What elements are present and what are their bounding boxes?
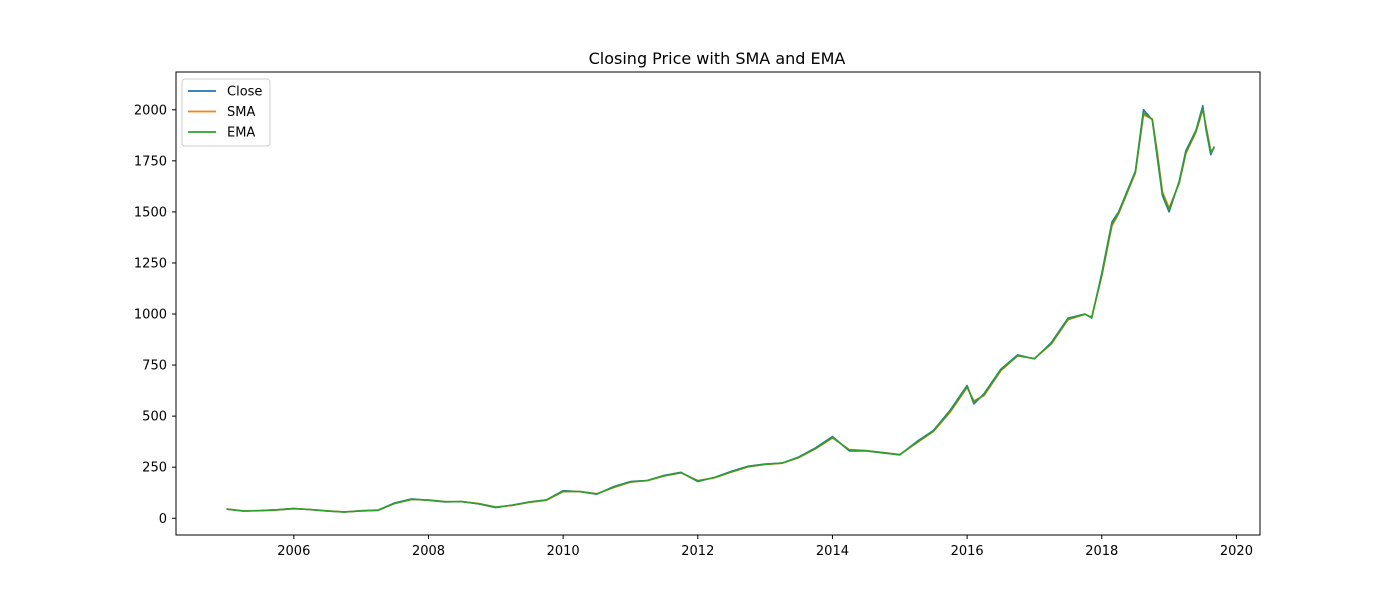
legend-label-sma: SMA (227, 105, 255, 120)
y-tick-label: 1750 (134, 154, 167, 169)
legend-box (181, 78, 271, 147)
x-axis: 2006 2008 2010 2012 2014 2016 2018 2020 (277, 535, 1253, 559)
plot-area (226, 104, 1215, 513)
x-tick-label: 2018 (1085, 544, 1118, 559)
y-tick-label: 500 (142, 410, 167, 425)
axes-frame (175, 71, 1261, 536)
series-line-ema (226, 107, 1215, 513)
x-tick-label: 2006 (277, 544, 310, 559)
y-axis: 0 250 500 750 1000 1250 1500 1750 2000 (134, 103, 176, 527)
chart-title: Closing Price with SMA and EMA (589, 49, 846, 68)
series-line-sma (226, 109, 1215, 513)
x-tick-label: 2014 (816, 544, 849, 559)
x-tick-label: 2008 (412, 544, 445, 559)
series-line-close (226, 104, 1215, 513)
y-tick-label: 1250 (134, 256, 167, 271)
y-tick-label: 1500 (134, 205, 167, 220)
y-tick-label: 2000 (134, 103, 167, 118)
x-tick-label: 2010 (547, 544, 580, 559)
x-tick-label: 2012 (681, 544, 714, 559)
legend-label-close: Close (227, 85, 262, 100)
legend: Close SMA EMA (181, 78, 271, 147)
x-tick-label: 2016 (951, 544, 984, 559)
y-tick-label: 750 (142, 359, 167, 374)
y-tick-label: 1000 (134, 308, 167, 323)
legend-label-ema: EMA (227, 126, 255, 141)
x-tick-label: 2020 (1220, 544, 1253, 559)
y-tick-label: 0 (159, 512, 167, 527)
y-tick-label: 250 (142, 461, 167, 476)
